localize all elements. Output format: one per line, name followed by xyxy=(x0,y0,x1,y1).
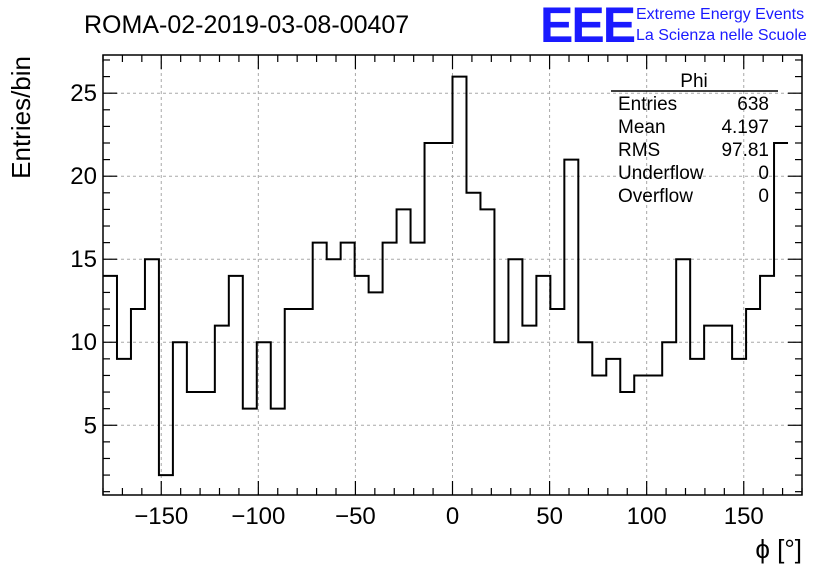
y-tick-label: 10 xyxy=(70,329,97,356)
stats-label-rms: RMS xyxy=(618,140,660,161)
histogram-bin xyxy=(480,209,494,495)
x-tick-label: −100 xyxy=(231,503,285,530)
histogram-bin xyxy=(634,375,648,495)
x-tick-label: 50 xyxy=(536,503,563,530)
y-tick-labels: 5 10 15 20 25 xyxy=(70,80,97,439)
plot-frame xyxy=(102,54,803,496)
histogram-bin xyxy=(131,309,145,495)
histogram-bin xyxy=(578,342,592,495)
histogram-bin xyxy=(508,259,522,495)
y-tick-label: 15 xyxy=(70,246,97,273)
histogram-bin xyxy=(536,276,550,495)
chart-title: ROMA-02-2019-03-08-00407 xyxy=(84,11,409,39)
histogram-bin xyxy=(494,342,508,495)
histogram-bin xyxy=(564,160,578,495)
histogram-bin xyxy=(243,409,257,495)
y-tick-label: 20 xyxy=(70,163,97,190)
stats-label-underflow: Underflow xyxy=(618,163,704,184)
x-tick-label: −150 xyxy=(134,503,188,530)
histogram-bin xyxy=(760,276,774,495)
x-axis-title: ϕ [°] xyxy=(755,534,802,564)
histogram-bin xyxy=(662,342,676,495)
stats-label-mean: Mean xyxy=(618,117,666,138)
histogram-bin xyxy=(648,375,662,495)
histogram-bin xyxy=(425,143,439,495)
x-tick-label: 100 xyxy=(627,503,667,530)
histogram-bin xyxy=(397,209,411,495)
histogram-bin xyxy=(732,359,746,495)
histogram-bin xyxy=(327,259,341,495)
histogram-bin xyxy=(522,326,536,495)
histogram-bin xyxy=(746,309,760,495)
histogram-bin xyxy=(718,326,732,495)
histogram-bin xyxy=(466,193,480,495)
histogram-bin xyxy=(187,392,201,495)
histogram-bin xyxy=(299,309,313,495)
histogram-bin xyxy=(355,276,369,495)
histogram-bin xyxy=(341,243,355,495)
stats-label-entries: Entries xyxy=(618,94,677,115)
histogram-bin xyxy=(145,259,159,495)
stats-value-entries: 638 xyxy=(737,94,769,115)
y-axis-title: Entries/bin xyxy=(6,56,36,179)
x-tick-label: 0 xyxy=(446,503,459,530)
histogram-bin xyxy=(257,342,271,495)
stats-value-overflow: 0 xyxy=(758,186,769,207)
y-tick-label: 25 xyxy=(70,80,97,107)
x-tick-label: 150 xyxy=(724,503,764,530)
stats-value-underflow: 0 xyxy=(758,163,769,184)
logo-subtitle-line2: La Scienza nelle Scuole xyxy=(636,27,807,44)
logo-subtitle-line1: Extreme Energy Events xyxy=(636,6,804,23)
histogram-bin xyxy=(173,342,187,495)
histogram-bin xyxy=(117,359,131,495)
y-tick-label: 5 xyxy=(84,412,97,439)
histogram-bin xyxy=(201,392,215,495)
histogram-bin xyxy=(369,292,383,495)
stats-box-name: Phi xyxy=(680,71,707,92)
histogram-bin xyxy=(383,243,397,495)
histogram-bin xyxy=(676,259,690,495)
histogram-bin xyxy=(550,309,564,495)
histogram-bin xyxy=(313,243,327,495)
histogram-bin xyxy=(704,326,718,495)
histogram-bin xyxy=(774,143,788,495)
histogram-series xyxy=(103,75,789,495)
histogram-bin xyxy=(690,359,704,495)
histogram-bin xyxy=(439,143,453,495)
stats-value-mean: 4.197 xyxy=(721,117,769,138)
histogram-bin xyxy=(215,326,229,495)
eee-logo: EEE xyxy=(540,0,635,53)
histogram-bin xyxy=(285,309,299,495)
stats-value-rms: 97.81 xyxy=(721,140,769,161)
x-tick-label: −50 xyxy=(335,503,376,530)
histogram-bin xyxy=(453,77,467,495)
x-tick-labels: −150 −100 −50 0 50 100 150 xyxy=(134,503,764,530)
histogram-bin xyxy=(606,359,620,495)
stats-box: Phi Entries 638 Mean 4.197 RMS 97.81 Und… xyxy=(611,71,778,207)
stats-label-overflow: Overflow xyxy=(618,186,693,207)
histogram-bin xyxy=(229,276,243,495)
histogram-bin xyxy=(620,392,634,495)
histogram-outline xyxy=(103,75,789,477)
histogram-bin xyxy=(271,409,285,495)
histogram-bin xyxy=(592,375,606,495)
histogram-bin xyxy=(411,243,425,495)
